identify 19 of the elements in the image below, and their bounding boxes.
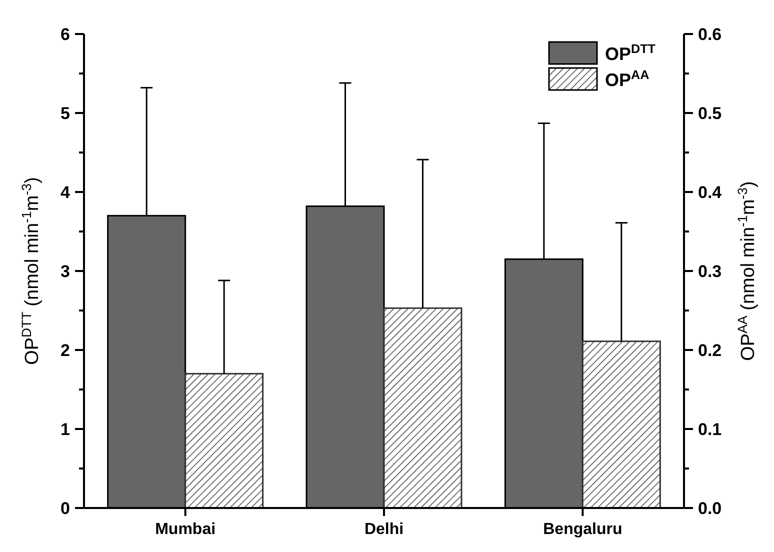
y2-tick-label: 0.6 (698, 25, 722, 44)
text: 0.0 (698, 499, 722, 518)
y-tick-label: 4 (60, 183, 71, 202)
x-tick-label: Delhi (364, 521, 404, 538)
y2-tick-label: 0.5 (698, 104, 722, 123)
y-tick-label: 5 (60, 104, 70, 123)
y2-tick-label: 0.3 (698, 262, 722, 281)
y2-tick-label: 0.4 (698, 183, 722, 202)
y-tick-label: 2 (60, 341, 70, 360)
y-tick-label: 6 (60, 25, 70, 44)
y-tick-label: 3 (60, 262, 70, 281)
y-tick-label: 0 (60, 499, 70, 518)
legend-label: OP$^{AA}$ (605, 68, 650, 90)
y2-tick-label: 0.2 (698, 341, 722, 360)
legend-label: OP$^{DTT}$ (605, 42, 656, 64)
y-tick-label: 1 (60, 420, 70, 439)
x-tick-label: Mumbai (155, 521, 216, 538)
y2-tick-label: 0.1 (698, 420, 722, 439)
x-tick-label: Bengaluru (543, 521, 622, 538)
